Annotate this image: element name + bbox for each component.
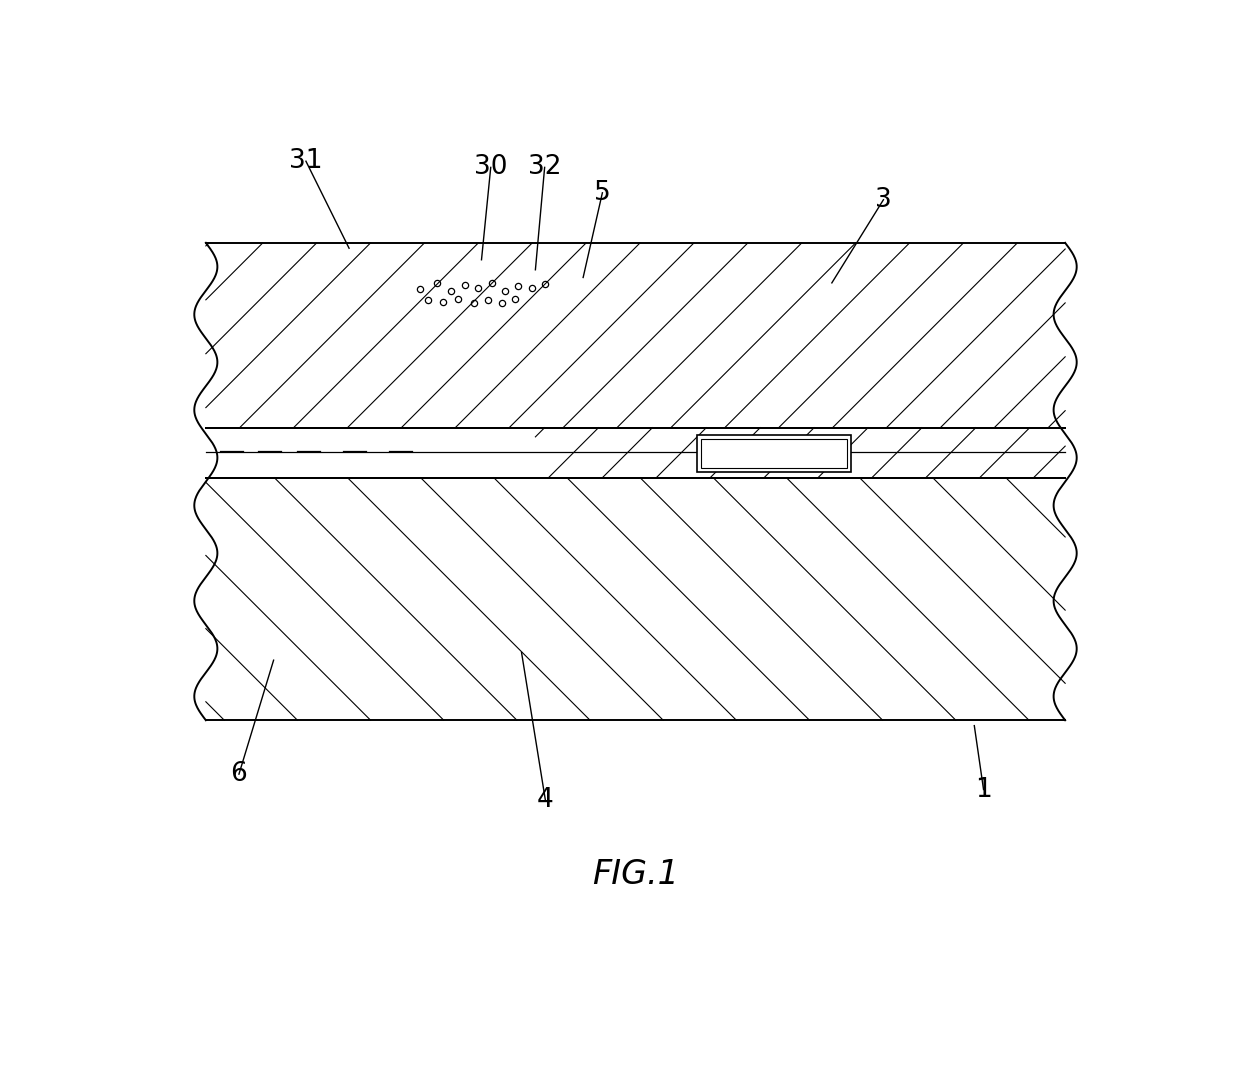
Text: 32: 32 <box>528 155 562 180</box>
Text: 30: 30 <box>474 155 507 180</box>
Text: 3: 3 <box>875 187 892 213</box>
Text: 5: 5 <box>594 179 611 206</box>
Text: 31: 31 <box>289 148 322 174</box>
Text: 1: 1 <box>975 777 992 802</box>
Bar <box>701 439 847 467</box>
Text: 6: 6 <box>231 761 247 787</box>
Text: 4: 4 <box>537 787 554 813</box>
Bar <box>697 435 851 471</box>
Text: FIG.1: FIG.1 <box>591 858 680 890</box>
